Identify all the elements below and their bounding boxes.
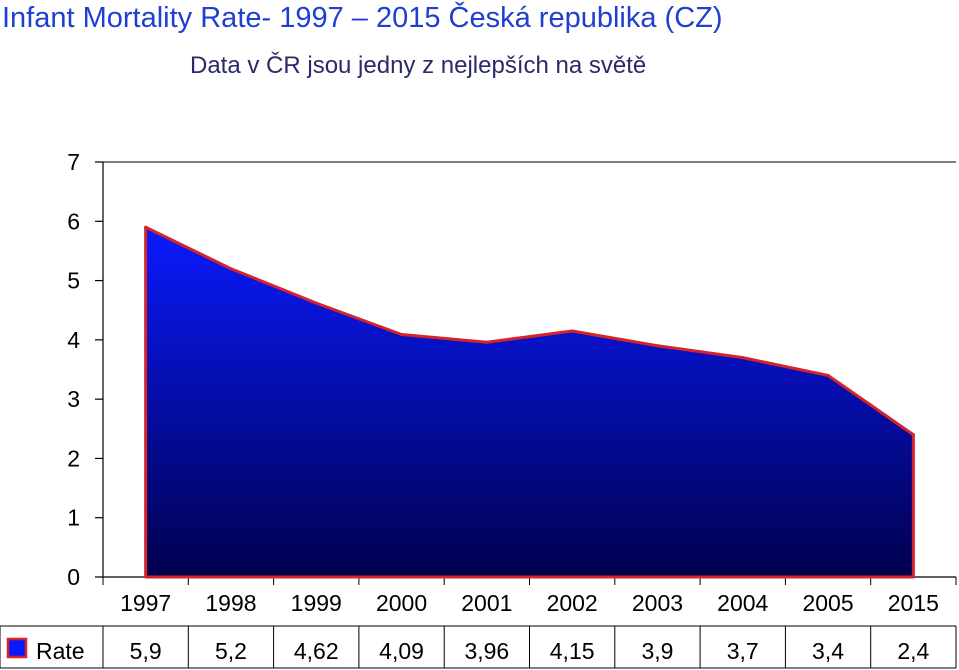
rate-value-label: 4,15 — [550, 638, 595, 664]
legend-series-name: Rate — [36, 638, 85, 664]
y-tick-label: 3 — [67, 386, 80, 412]
y-tick-label: 6 — [67, 208, 80, 234]
legend-key — [6, 637, 28, 659]
rate-value-label: 4,62 — [294, 638, 339, 664]
rate-point — [400, 333, 404, 337]
rate-point — [314, 301, 318, 305]
x-category-label: 2005 — [802, 590, 853, 616]
rate-point — [911, 433, 915, 437]
x-category-label: 1999 — [291, 590, 342, 616]
y-tick-label: 7 — [67, 149, 80, 175]
chart-title: Infant Mortality Rate- 1997 – 2015 Česká… — [2, 2, 723, 34]
rate-point — [144, 225, 148, 229]
rate-value-label: 5,9 — [130, 638, 162, 664]
y-tick-label: 4 — [67, 327, 80, 353]
rate-point — [229, 267, 233, 271]
rate-area — [144, 225, 915, 579]
x-category-label: 2002 — [547, 590, 598, 616]
x-category-label: 2015 — [888, 590, 939, 616]
chart-subtitle: Data v ČR jsou jedny z nejlepších na svě… — [190, 52, 647, 79]
rate-value-label: 5,2 — [215, 638, 247, 664]
rate-point — [570, 329, 574, 333]
x-category-label: 2003 — [632, 590, 683, 616]
rate-point — [485, 340, 489, 344]
x-category-label: 2000 — [376, 590, 427, 616]
rate-point — [826, 373, 830, 377]
y-tick-label: 2 — [67, 445, 80, 471]
y-tick-label: 0 — [67, 564, 80, 590]
rate-point — [741, 356, 745, 360]
rate-value-label: 2,4 — [897, 638, 929, 664]
x-category-label: 2001 — [461, 590, 512, 616]
x-category-label: 1997 — [120, 590, 171, 616]
rate-value-label: 4,09 — [379, 638, 424, 664]
rate-value-label: 3,4 — [812, 638, 844, 664]
rate-value-label: 3,9 — [641, 638, 673, 664]
rate-point — [655, 344, 659, 348]
rate-value-label: 3,7 — [727, 638, 759, 664]
x-category-label: 2004 — [717, 590, 768, 616]
y-tick-label: 1 — [67, 505, 80, 531]
y-tick-label: 5 — [67, 268, 80, 294]
x-category-label: 1998 — [205, 590, 256, 616]
rate-value-label: 3,96 — [464, 638, 509, 664]
